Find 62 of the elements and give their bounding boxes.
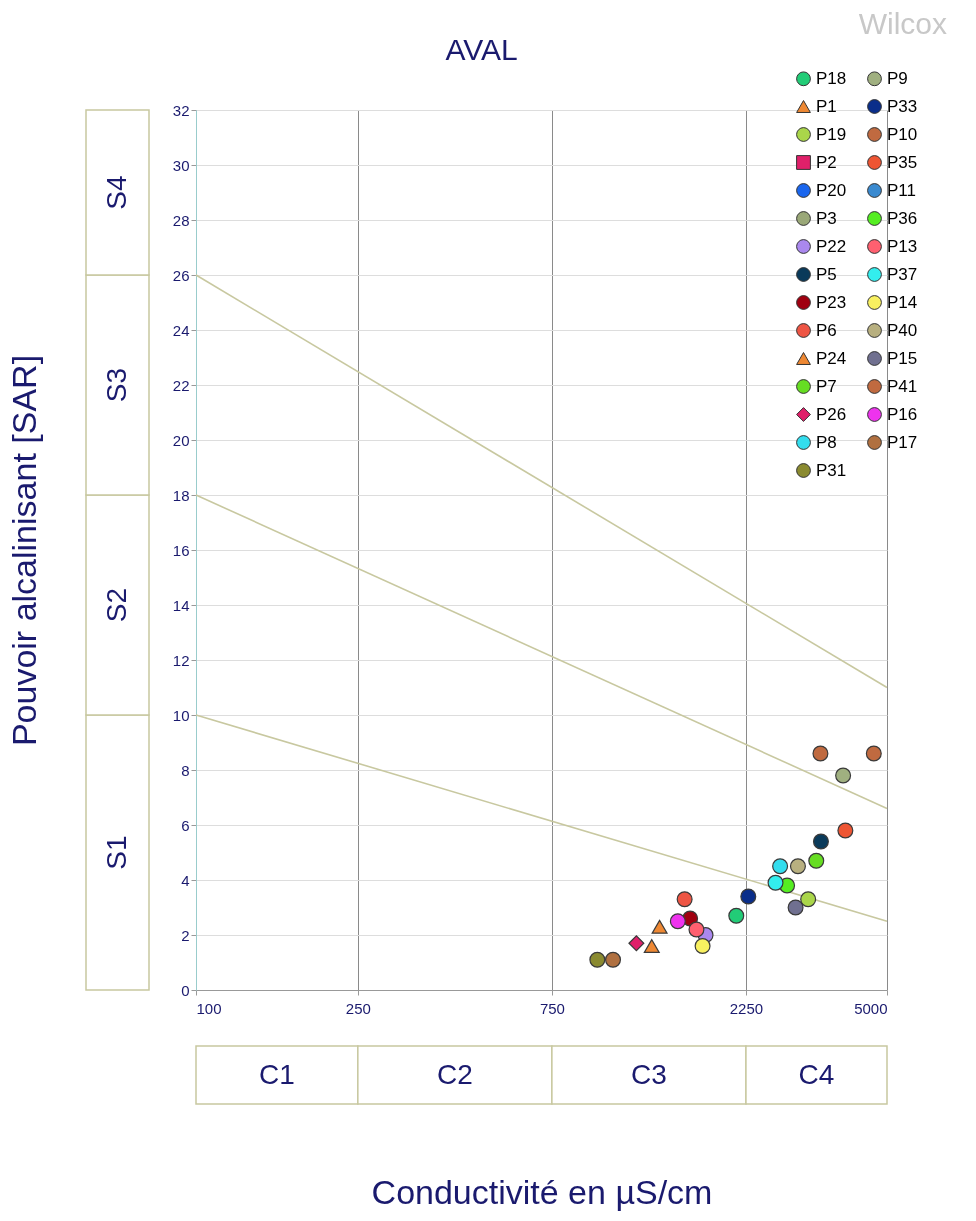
text: S3 (101, 367, 132, 403)
legend-label: P40 (887, 320, 918, 340)
legend-label: P6 (816, 320, 837, 340)
legend-label: P5 (816, 264, 837, 284)
text: S4 (101, 175, 132, 210)
x-tick-label: 100 (196, 999, 222, 1017)
legend-label: P16 (887, 404, 918, 424)
text: C2 (436, 1059, 473, 1090)
y-tick-label: 24 (172, 321, 190, 339)
chart-title: AVAL (445, 33, 518, 66)
legend-label: P8 (816, 432, 837, 452)
legend-label: P24 (816, 348, 847, 368)
y-tick-label: 28 (172, 211, 190, 229)
legend-label: P14 (887, 292, 918, 312)
legend-label: P37 (887, 264, 918, 284)
text: S2 (101, 587, 132, 623)
legend-label: P23 (816, 292, 847, 312)
legend-label: P9 (887, 68, 908, 88)
y-tick-label: 2 (181, 926, 190, 944)
y-tick-label: 4 (181, 871, 190, 889)
y-tick-label: 26 (172, 266, 190, 284)
y-tick-label: 0 (181, 981, 190, 999)
x-tick-label: 2250 (729, 999, 764, 1017)
legend-label: P20 (816, 180, 847, 200)
legend-label: P1 (816, 96, 837, 116)
legend-label: P33 (887, 96, 918, 116)
x-tick-label: 750 (539, 999, 565, 1017)
y-tick-label: 12 (172, 651, 190, 669)
text: S1 (101, 835, 132, 870)
legend-label: P18 (816, 68, 847, 88)
x-axis-title: Conductivité en µS/cm (371, 1172, 713, 1211)
legend-label: P11 (887, 180, 916, 200)
y-tick-label: 32 (172, 101, 190, 119)
legend-label: P10 (887, 124, 918, 144)
legend-label: P35 (887, 152, 918, 172)
x-tick-label: 5000 (854, 999, 888, 1017)
y-tick-label: 16 (172, 541, 190, 559)
legend-label: P26 (816, 404, 847, 424)
legend-label: P19 (816, 124, 847, 144)
legend-label: P31 (816, 460, 847, 480)
legend-label: P17 (887, 432, 918, 452)
legend-label: P7 (816, 376, 837, 396)
legend-label: P22 (816, 236, 847, 256)
legend-label: P13 (887, 236, 918, 256)
y-tick-label: 30 (172, 156, 190, 174)
y-tick-label: 6 (181, 816, 190, 834)
y-tick-label: 14 (172, 596, 190, 614)
y-tick-label: 10 (172, 706, 190, 724)
y-tick-label: 22 (172, 376, 190, 394)
y-tick-label: 18 (172, 486, 190, 504)
legend-label: P2 (816, 152, 837, 172)
text: C4 (798, 1059, 835, 1090)
x-tick-label: 250 (345, 999, 371, 1017)
y-axis-title: Pouvoir alcalinisant [SAR] (4, 354, 43, 747)
y-tick-label: 8 (181, 761, 190, 779)
text: C3 (631, 1059, 667, 1090)
y-tick-label: 20 (172, 431, 190, 449)
text: C1 (259, 1059, 295, 1090)
legend-label: P41 (887, 376, 918, 396)
legend-label: P36 (887, 208, 918, 228)
legend-label: P3 (816, 208, 837, 228)
legend-label: P15 (887, 348, 918, 368)
